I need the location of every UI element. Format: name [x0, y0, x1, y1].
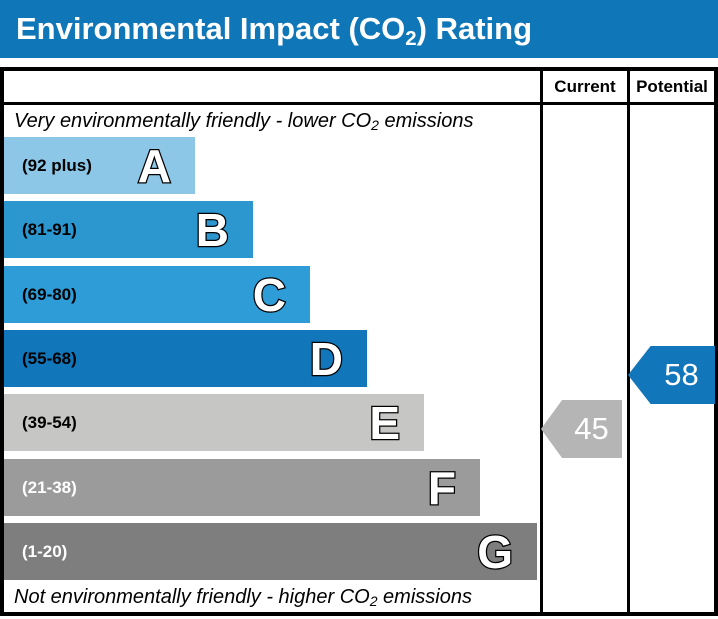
bottom-note-co2-subscript: 2 — [369, 593, 378, 610]
band-range-label: (69-80) — [22, 284, 77, 304]
band-range-label: (21-38) — [22, 477, 77, 497]
top-note-co2-subscript: 2 — [371, 117, 379, 134]
band-range-label: (55-68) — [22, 348, 77, 368]
band-letter: G — [476, 525, 514, 578]
divider-main-current — [540, 71, 543, 612]
band-range-label: (1-20) — [22, 541, 68, 561]
rating-band-row: (92 plus) A — [4, 137, 195, 194]
title-co2-subscript: 2 — [405, 26, 417, 50]
title-bar: Environmental Impact (CO2) Rating — [0, 0, 718, 58]
band-letter: E — [368, 396, 401, 449]
band-letter: B — [195, 203, 231, 256]
current-rating-value: 45 — [574, 411, 609, 446]
band-range-label: (92 plus) — [22, 155, 92, 175]
band-letter: A — [137, 139, 173, 192]
potential-rating-value: 58 — [664, 357, 699, 392]
rating-band-row: (1-20) G — [4, 523, 537, 580]
top-note: Very environmentally friendly - lower CO… — [14, 110, 474, 134]
band-range-label: (39-54) — [22, 412, 77, 432]
rating-band-row: (69-80) C — [4, 266, 310, 323]
band-range-label: (81-91) — [22, 219, 77, 239]
band-letter: C — [252, 268, 288, 321]
bottom-note: Not environmentally friendly - higher CO… — [14, 586, 472, 610]
column-header-current: Current — [554, 76, 616, 96]
band-letter: F — [427, 461, 458, 514]
rating-band-row: (21-38) F — [4, 459, 480, 516]
divider-header-body — [4, 102, 714, 105]
column-header-potential: Potential — [636, 76, 708, 96]
band-letter: D — [309, 332, 345, 385]
rating-band-row: (55-68) D — [4, 330, 367, 387]
rating-band-row: (81-91) B — [4, 201, 253, 258]
rating-band-row: (39-54) E — [4, 394, 424, 451]
page-title: Environmental Impact (CO2) Rating — [16, 11, 533, 50]
divider-current-potential — [627, 71, 630, 612]
